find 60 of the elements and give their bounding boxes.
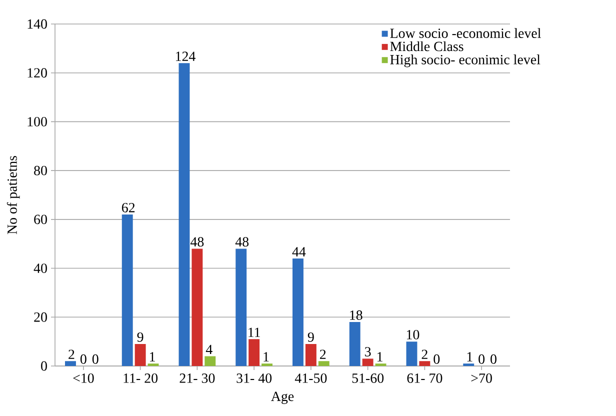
bar bbox=[204, 356, 216, 366]
x-tick-label: 31- 40 bbox=[236, 374, 272, 383]
bar bbox=[292, 258, 304, 366]
bar bbox=[178, 63, 190, 366]
data-label: 2 bbox=[320, 350, 326, 359]
bar bbox=[134, 344, 146, 366]
legend-label: High socio- econimic level bbox=[390, 54, 540, 68]
data-label: 48 bbox=[190, 237, 204, 247]
x-tick-label: 61- 70 bbox=[407, 374, 442, 383]
x-axis-title: Age bbox=[271, 392, 294, 404]
bar bbox=[122, 214, 133, 366]
bar bbox=[349, 322, 360, 366]
data-label: 9 bbox=[308, 332, 314, 342]
data-label: 0 bbox=[478, 354, 485, 364]
data-label: 2 bbox=[422, 350, 428, 359]
data-label: 9 bbox=[137, 332, 144, 342]
x-tick-label: 21- 30 bbox=[180, 374, 215, 383]
bar bbox=[236, 248, 247, 366]
legend-label: Low socio -economic level bbox=[390, 28, 541, 38]
data-label: 48 bbox=[235, 237, 249, 247]
bar bbox=[305, 344, 316, 366]
data-label: 0 bbox=[434, 354, 440, 364]
data-label: 0 bbox=[92, 354, 98, 364]
bar bbox=[406, 342, 418, 366]
data-label: 44 bbox=[292, 247, 306, 256]
y-tick-label: 0 bbox=[41, 361, 47, 371]
data-label: 10 bbox=[406, 330, 420, 340]
y-tick-label: 100 bbox=[28, 117, 47, 126]
data-label: 0 bbox=[490, 354, 496, 364]
bar bbox=[419, 361, 430, 366]
data-label: 18 bbox=[350, 310, 362, 320]
data-label: 11 bbox=[248, 328, 260, 337]
bar bbox=[318, 361, 330, 366]
bar bbox=[65, 361, 76, 366]
y-tick-label: 140 bbox=[28, 19, 47, 29]
bar bbox=[248, 339, 260, 366]
y-tick-label: 80 bbox=[34, 166, 47, 176]
data-label: 1 bbox=[150, 352, 155, 362]
data-label: 4 bbox=[206, 344, 212, 354]
x-tick-label: <10 bbox=[73, 374, 94, 383]
x-tick-label: 41-50 bbox=[294, 374, 327, 383]
y-tick-label: 60 bbox=[34, 214, 47, 224]
data-label: 0 bbox=[80, 354, 86, 364]
y-tick-label: 20 bbox=[34, 312, 47, 322]
legend-label: Middle Class bbox=[390, 41, 464, 52]
bar bbox=[362, 358, 374, 366]
data-label: 62 bbox=[122, 202, 135, 212]
data-label: 1 bbox=[467, 352, 472, 362]
data-label: 3 bbox=[364, 347, 371, 356]
y-tick-label: 40 bbox=[34, 264, 47, 273]
y-tick-label: 120 bbox=[28, 68, 47, 78]
x-tick-label: >70 bbox=[471, 374, 492, 383]
x-tick-label: 51-60 bbox=[352, 374, 384, 383]
x-tick-label: 11- 20 bbox=[124, 374, 158, 383]
y-axis-title: No of patietns bbox=[6, 156, 20, 234]
bar bbox=[192, 248, 203, 366]
data-label: 124 bbox=[176, 52, 196, 61]
data-label: 2 bbox=[68, 350, 74, 359]
data-label: 1 bbox=[378, 352, 382, 362]
data-label: 1 bbox=[264, 352, 269, 362]
